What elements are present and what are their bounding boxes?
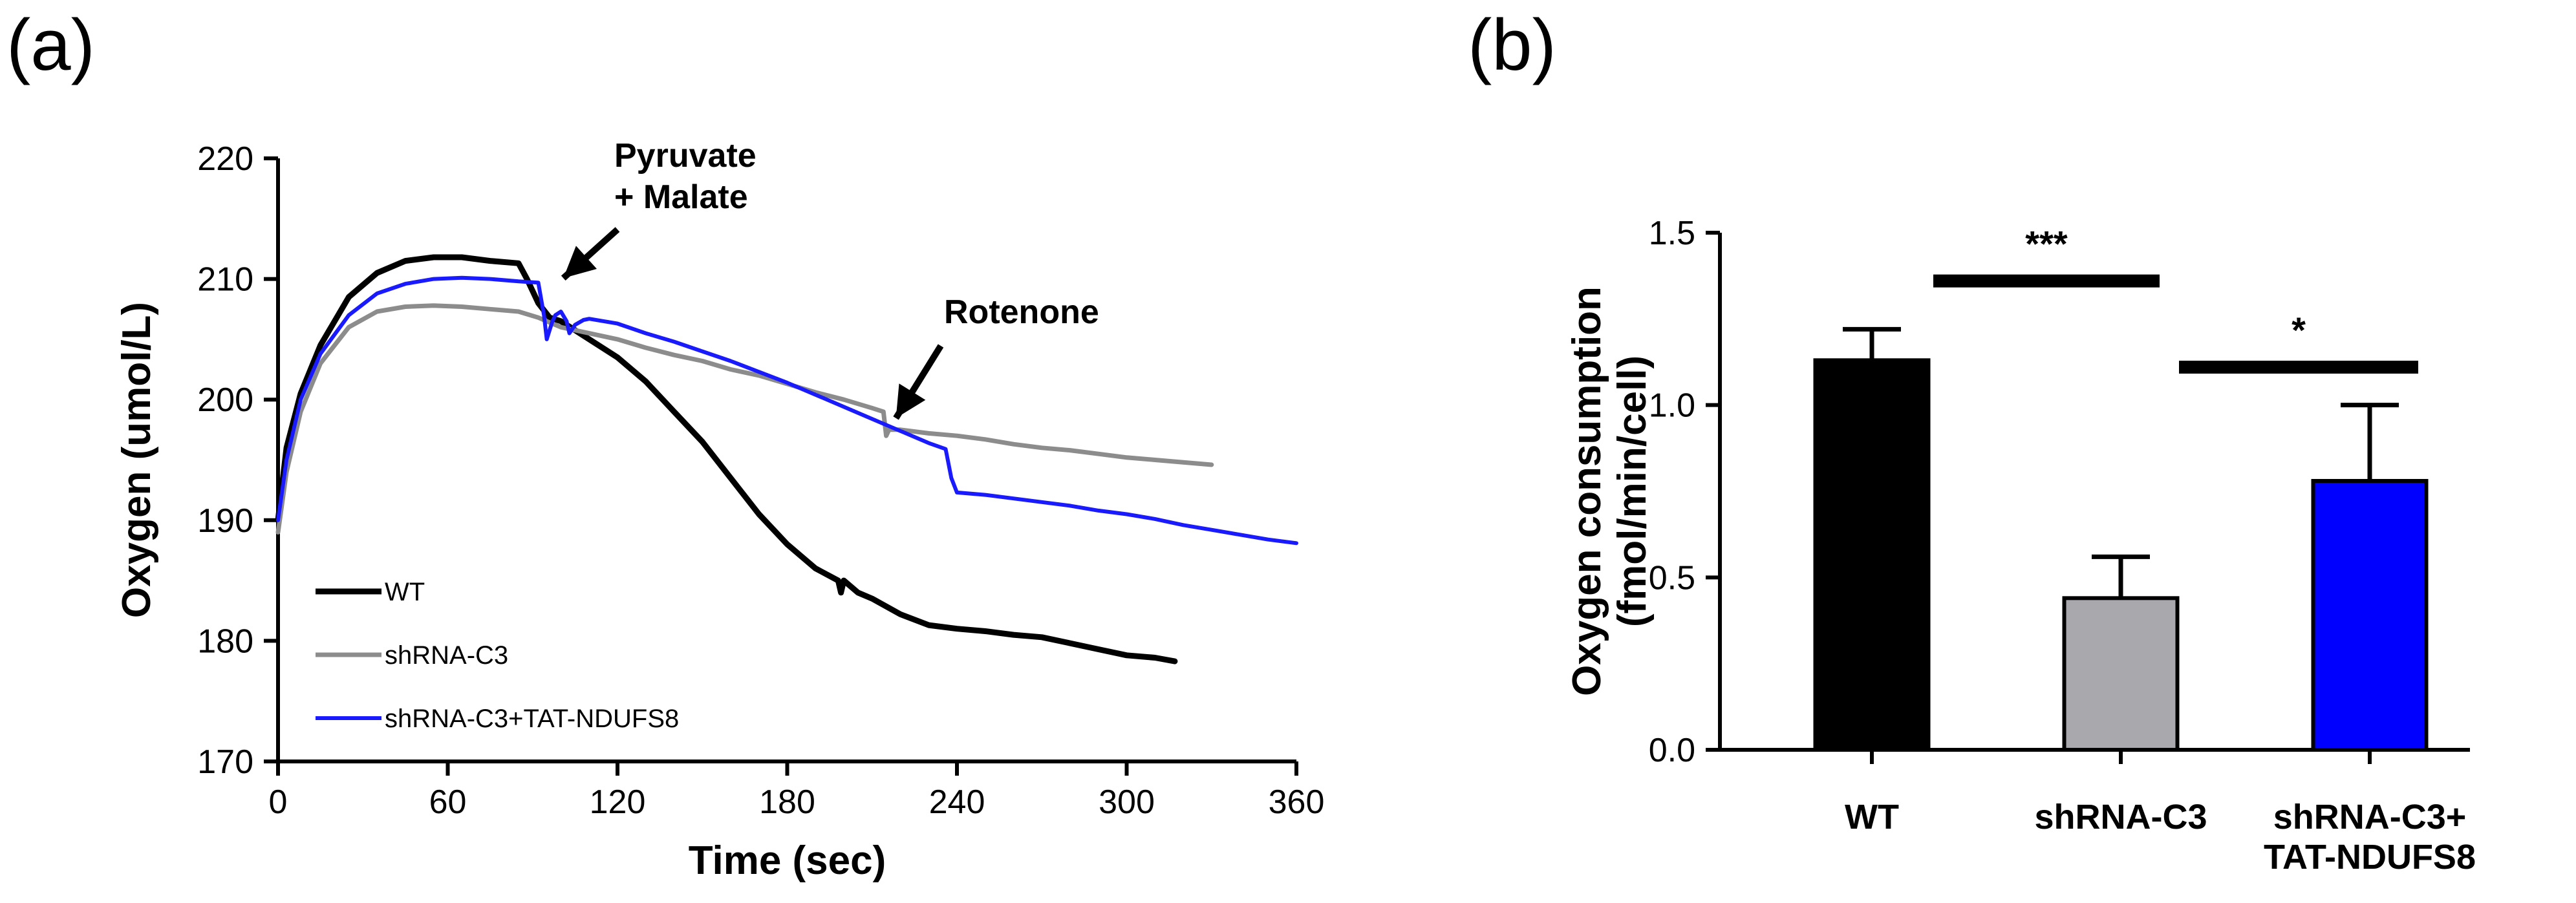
series-line-2 <box>275 303 1214 535</box>
line-chart-series <box>275 254 1298 664</box>
line-chart-axes <box>276 158 1296 763</box>
category-label: WT <box>1845 798 1899 836</box>
category-label: shRNA-C3+ <box>2273 798 2467 836</box>
bar-1 <box>1813 358 1931 752</box>
significance-bar-2 <box>2179 361 2418 374</box>
line-chart-ticks: 170 180 190 200 210 220 0 60 120 180 240 300 360 <box>197 140 1324 821</box>
annotation-arrow-pyruvate-head <box>563 246 597 279</box>
y-tick-label: 0.0 <box>1649 732 1695 769</box>
series-line-1 <box>275 254 1178 664</box>
x-tick-label: 180 <box>759 783 815 821</box>
y-tick-label: 1.5 <box>1649 215 1695 252</box>
significance-label-2: * <box>2292 310 2306 350</box>
line-chart-panel-a: 170 180 190 200 210 220 0 60 120 180 240 300 360 Pyr… <box>114 137 1324 883</box>
significance-label-1: *** <box>2025 224 2068 264</box>
significance-bar-1 <box>1933 274 2160 288</box>
bar-chart-axes <box>1718 233 2470 752</box>
y-tick-label: 0.5 <box>1649 559 1695 597</box>
annotation-pyruvate-line: + Malate <box>614 178 748 216</box>
x-tick-label: 60 <box>429 783 467 821</box>
bar-chart-bars <box>1813 326 2429 764</box>
bar-chart-category-labels: WT shRNA-C3 shRNA-C3+TAT-NDUFS8 <box>1845 798 2476 876</box>
y-axis-title-line: Oxygen consumption <box>1565 286 1609 696</box>
category-label: TAT-NDUFS8 <box>2264 838 2476 876</box>
bar-chart-significance: **** <box>1933 224 2418 374</box>
line-chart-legend: WT shRNA-C3 shRNA-C3+TAT-NDUFS8 <box>316 578 679 733</box>
line-chart-annotations: Pyruvate+ Malate Rotenone <box>561 137 1099 420</box>
y-tick-label: 180 <box>197 622 253 660</box>
annotation-pyruvate-line: Pyruvate <box>614 137 757 175</box>
bar-chart-ticks: 0.0 0.5 1.0 1.5 <box>1649 215 1720 769</box>
legend-label-1: WT <box>385 578 425 606</box>
panel-label-a: (a) <box>6 5 95 85</box>
x-tick-label: 360 <box>1269 783 1325 821</box>
x-tick-label: 120 <box>590 783 646 821</box>
legend-label-3: shRNA-C3+TAT-NDUFS8 <box>385 705 679 733</box>
y-tick-label: 170 <box>197 743 253 781</box>
y-tick-label: 210 <box>197 261 253 299</box>
y-tick-label: 220 <box>197 140 253 178</box>
y-axis-title-line: (fmol/min/cell) <box>1610 356 1655 627</box>
series-line-3 <box>276 275 1298 546</box>
panel-label-b: (b) <box>1468 5 1556 85</box>
y-tick-label: 190 <box>197 502 253 540</box>
y-tick-label: 1.0 <box>1649 387 1695 425</box>
x-axis-title: Time (sec) <box>689 838 886 883</box>
legend-label-2: shRNA-C3 <box>385 641 508 670</box>
bar-2 <box>2062 596 2180 752</box>
y-tick-label: 200 <box>197 381 253 419</box>
bar-chart-panel-b: 0.00.51.01.5 **** WT shRNA-C3 shRNA-C3+TAT… <box>1565 215 2476 876</box>
bar-chart-y-axis-title: Oxygen consumption (fmol/min/cell) <box>1565 286 1655 696</box>
x-tick-label: 0 <box>269 783 288 821</box>
annotation-rotenone: Rotenone <box>944 293 1099 331</box>
y-axis-title: Oxygen (umol/L) <box>114 302 159 618</box>
x-tick-label: 240 <box>929 783 985 821</box>
bar-3 <box>2311 479 2429 752</box>
category-label: shRNA-C3 <box>2034 798 2207 836</box>
annotation-arrow-rotenone-head <box>896 383 926 418</box>
x-tick-label: 300 <box>1099 783 1155 821</box>
